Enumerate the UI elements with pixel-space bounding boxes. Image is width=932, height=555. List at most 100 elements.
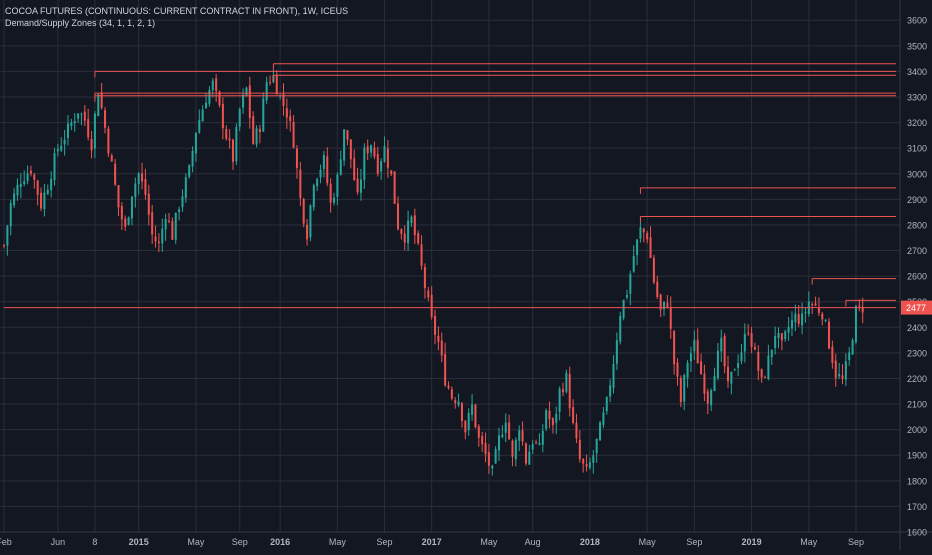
candle-body	[491, 465, 494, 469]
candle	[460, 402, 463, 428]
candle-body	[83, 111, 86, 121]
candle-body	[211, 80, 214, 91]
candle-body	[784, 331, 787, 340]
candle	[208, 86, 211, 107]
candle-body	[137, 173, 140, 185]
candle	[467, 408, 470, 436]
y-tick-label: 3600	[907, 16, 927, 26]
candle	[561, 382, 565, 397]
candle	[221, 97, 224, 140]
candle	[440, 332, 443, 363]
candle-body	[184, 177, 187, 199]
candle-body	[215, 78, 218, 92]
candle	[164, 213, 167, 241]
candle-body	[26, 173, 29, 182]
candle-body	[477, 426, 480, 438]
candle-body	[797, 314, 800, 324]
candle-body	[612, 363, 615, 388]
candle	[464, 419, 467, 440]
candle-body	[66, 123, 69, 138]
candle-body	[19, 183, 22, 188]
candle	[454, 397, 457, 409]
candle	[87, 108, 90, 141]
candle	[824, 318, 827, 323]
candle-body	[178, 209, 181, 212]
candle	[248, 76, 251, 129]
grid	[0, 0, 900, 533]
x-tick-label: Sep	[848, 537, 864, 547]
candle	[474, 403, 477, 429]
candle-body	[851, 340, 854, 355]
candle-body	[434, 316, 437, 335]
candle	[53, 148, 56, 186]
candle-body	[801, 313, 804, 326]
candle-body	[117, 185, 120, 208]
candle	[178, 206, 181, 221]
candle	[858, 299, 861, 312]
candle-body	[319, 169, 322, 178]
candle	[649, 226, 652, 259]
x-tick-label: 8	[92, 537, 97, 547]
candle-body	[578, 439, 581, 460]
candle-body	[487, 452, 490, 466]
candle-body	[167, 220, 171, 222]
candle	[215, 73, 218, 102]
candle-body	[413, 215, 416, 236]
candle	[77, 113, 80, 123]
candle-body	[188, 165, 191, 177]
candle-body	[275, 75, 278, 95]
candle	[144, 168, 147, 200]
candles[interactable]	[2, 69, 864, 476]
candle-body	[828, 321, 831, 349]
candle	[625, 289, 628, 300]
candle	[50, 171, 53, 198]
candle-body	[208, 90, 211, 104]
candle-body	[383, 146, 386, 162]
candle	[706, 388, 709, 415]
candle	[817, 297, 820, 317]
candle-body	[353, 158, 356, 180]
candle	[316, 177, 319, 191]
candle	[548, 401, 551, 429]
candle-body	[56, 149, 59, 152]
candle-body	[794, 313, 797, 323]
candle-body	[437, 335, 440, 342]
candle-body	[255, 128, 258, 145]
candle	[356, 167, 359, 195]
indicator-label[interactable]: Demand/Supply Zones (34, 1, 1, 2, 1)	[5, 18, 156, 28]
candle-body	[70, 122, 73, 127]
candle-body	[555, 413, 558, 423]
candle-body	[663, 301, 666, 310]
candle-body	[710, 390, 713, 406]
candle-body	[861, 306, 864, 313]
candle	[686, 359, 689, 388]
candle	[757, 345, 760, 381]
candle	[578, 430, 581, 463]
candle	[612, 355, 615, 394]
candle-body	[151, 212, 154, 235]
candle-body	[174, 212, 177, 240]
candle	[370, 144, 373, 158]
candle-body	[430, 294, 433, 318]
candle	[353, 149, 356, 181]
candle-body	[666, 302, 669, 308]
candle-body	[252, 116, 255, 144]
candle-body	[225, 128, 228, 139]
time-axis[interactable]: Feb Jun 8 2015 May Sep 2016 May Sep 2017 May Aug 201…	[0, 537, 864, 547]
candle-body	[423, 267, 426, 289]
candle	[231, 138, 234, 171]
candle	[29, 165, 32, 177]
candle	[83, 104, 86, 127]
candle	[104, 107, 107, 134]
candle-body	[629, 273, 632, 294]
candle-body	[750, 333, 753, 347]
price-axis[interactable]: 1600170018001900200021002200230024002500…	[907, 16, 927, 538]
candle	[191, 146, 194, 173]
y-tick-label: 2600	[907, 272, 927, 282]
candle	[23, 170, 26, 187]
x-tick-label: 2019	[742, 537, 762, 547]
last-price-badge	[901, 300, 932, 315]
candle	[861, 297, 864, 324]
